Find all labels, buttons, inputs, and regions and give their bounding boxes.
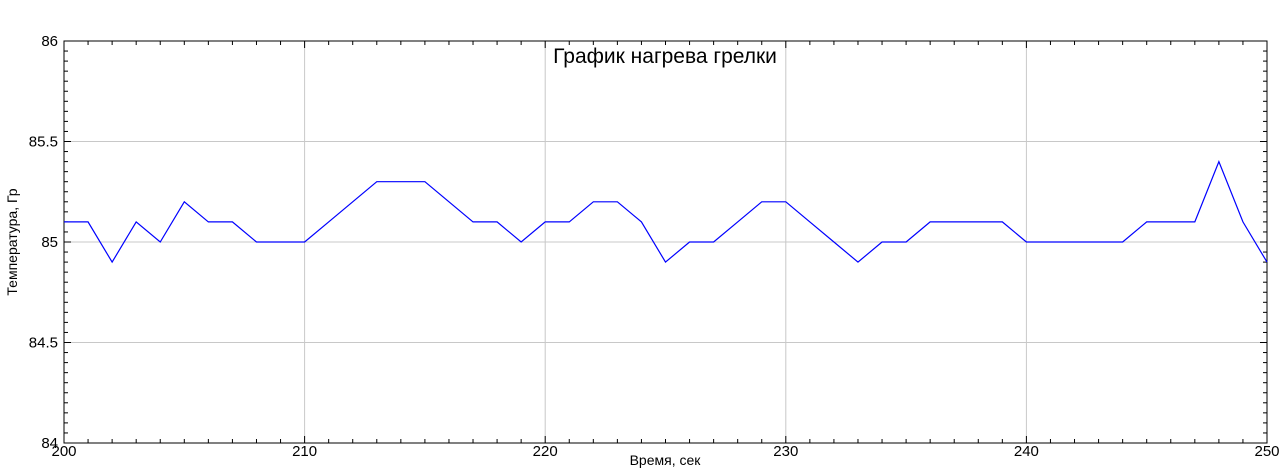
minor-ticks [63, 40, 1268, 444]
y-tick-label: 84.5 [29, 335, 58, 352]
x-tick-label: 210 [292, 443, 317, 460]
x-tick-label: 220 [533, 443, 558, 460]
series-layer [64, 159, 1268, 264]
x-axis-title: Время, сек [630, 452, 702, 468]
x-tick-label: 250 [1254, 443, 1279, 460]
y-tick-labels: 84 84.5 85 85.5 86 [29, 33, 58, 452]
x-tick-label: 230 [773, 443, 798, 460]
y-axis-title: Температура, Гр [4, 188, 20, 295]
y-tick-label: 85 [41, 234, 58, 251]
x-tick-label: 200 [51, 443, 76, 460]
y-tick-label: 84 [41, 435, 58, 452]
x-tick-labels: 200 210 220 230 240 250 [51, 443, 1279, 460]
series-line [64, 159, 1268, 264]
y-tick-label: 86 [41, 33, 58, 50]
plot-frame [63, 40, 1268, 444]
chart-title: График нагрева грелки [553, 45, 777, 68]
x-tick-label: 240 [1014, 443, 1039, 460]
y-tick-label: 85.5 [29, 134, 58, 151]
